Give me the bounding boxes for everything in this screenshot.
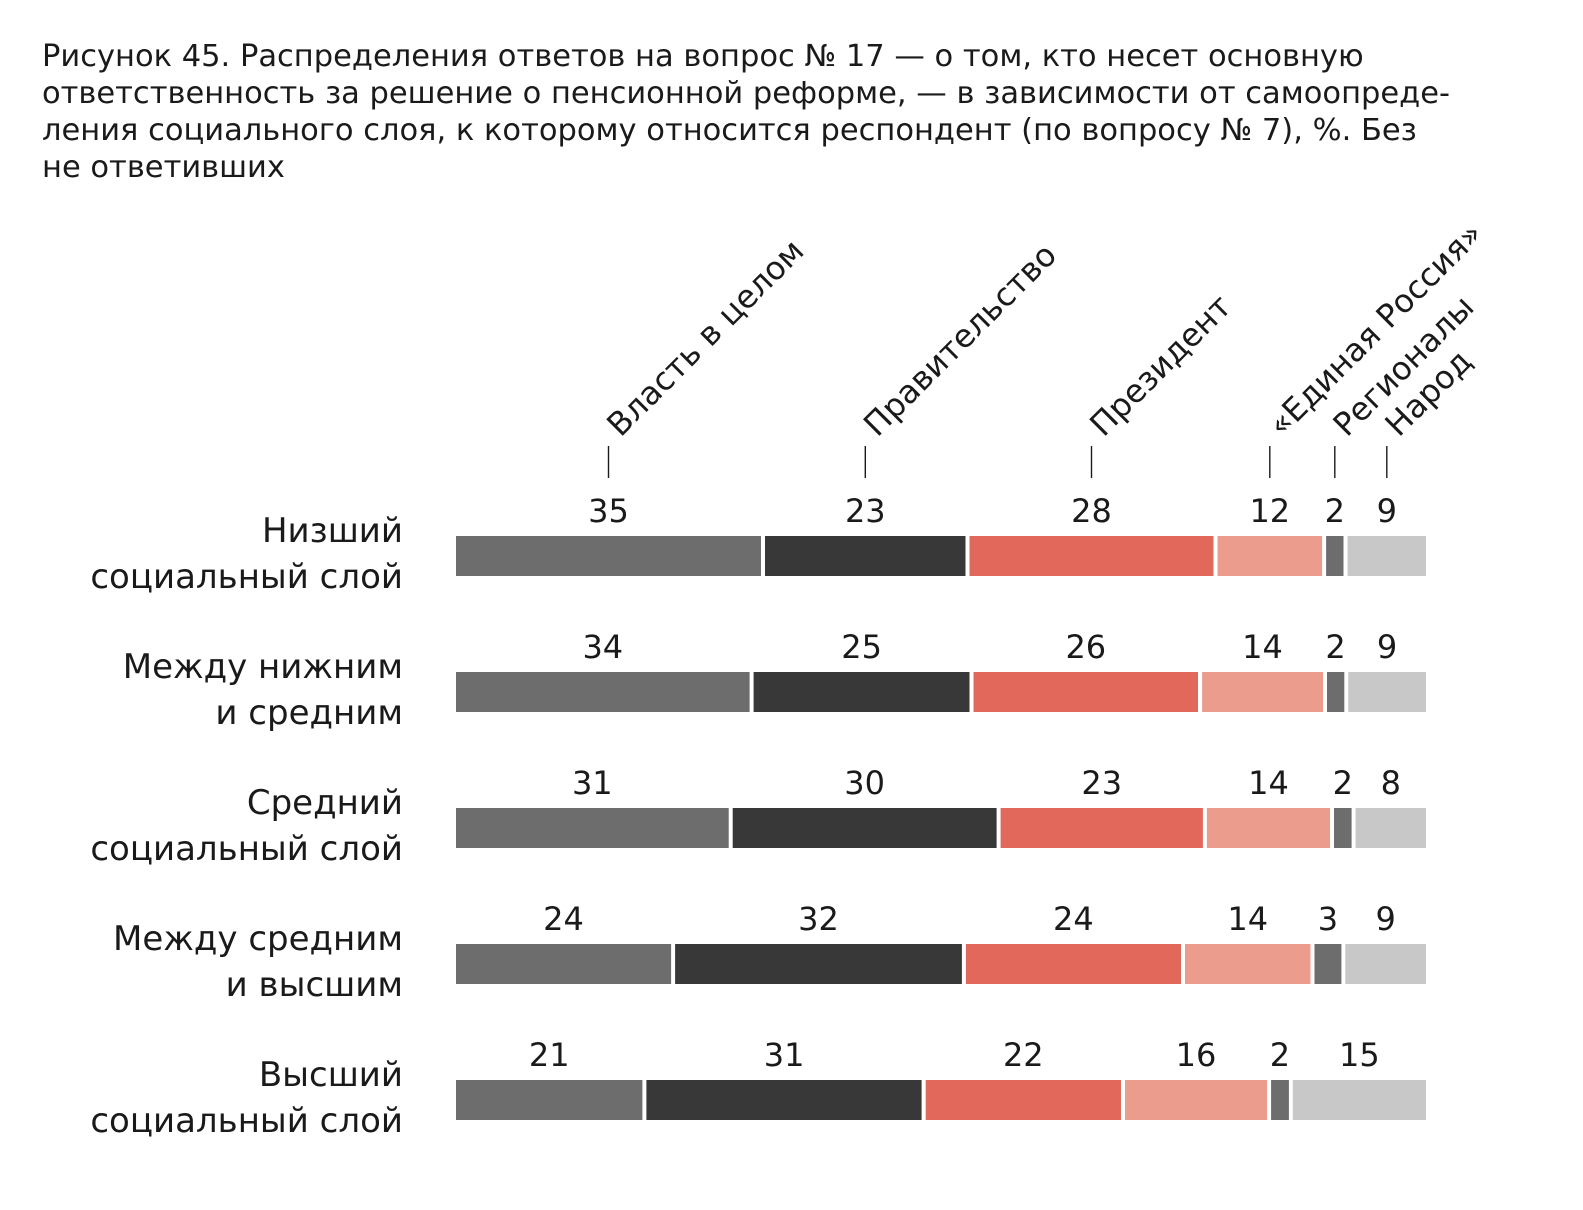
bar-segment-1-6 [1347, 536, 1426, 576]
bar-segment-5-2 [646, 1080, 922, 1120]
value-label-1-2: 23 [845, 492, 886, 530]
bar-segment-1-5 [1326, 536, 1344, 576]
category-label-1-line-2: социальный слой [90, 557, 403, 597]
value-label-3-2: 30 [844, 764, 885, 802]
bar-segment-4-5 [1314, 944, 1342, 984]
value-label-3-5: 2 [1333, 764, 1353, 802]
bar-segment-5-1 [456, 1080, 643, 1120]
value-label-3-3: 23 [1081, 764, 1122, 802]
bar-segment-4-1 [456, 944, 672, 984]
value-label-2-5: 2 [1325, 628, 1345, 666]
category-label-5-line-1: Высший [259, 1055, 403, 1095]
category-label-2-line-1: Между нижним [123, 647, 403, 687]
value-label-1-5: 2 [1325, 492, 1345, 530]
legend-label-1: Власть в целом [599, 232, 811, 444]
value-label-4-2: 32 [798, 900, 839, 938]
value-label-5-6: 15 [1339, 1036, 1380, 1074]
title-line-3: ления социального слоя, к которому относ… [42, 113, 1417, 148]
bar-segment-3-3 [1000, 808, 1203, 848]
value-label-4-5: 3 [1318, 900, 1338, 938]
value-label-3-4: 14 [1248, 764, 1289, 802]
category-label-2-line-2: и средним [215, 693, 403, 733]
bar-segment-4-3 [965, 944, 1181, 984]
bar-segment-5-3 [925, 1080, 1121, 1120]
bar-segment-3-5 [1334, 808, 1352, 848]
bar-segment-2-1 [456, 672, 750, 712]
value-label-4-4: 14 [1227, 900, 1268, 938]
value-label-4-1: 24 [543, 900, 584, 938]
value-label-1-6: 9 [1377, 492, 1397, 530]
value-label-3-6: 8 [1381, 764, 1401, 802]
bar-segment-5-6 [1292, 1080, 1426, 1120]
value-label-3-1: 31 [572, 764, 613, 802]
value-label-5-4: 16 [1176, 1036, 1217, 1074]
value-label-2-4: 14 [1242, 628, 1283, 666]
category-label-4-line-2: и высшим [226, 965, 403, 1005]
value-label-1-4: 12 [1249, 492, 1290, 530]
bar-segment-3-1 [456, 808, 729, 848]
value-label-5-5: 2 [1270, 1036, 1290, 1074]
title-line-1: Рисунок 45. Распределения ответов на воп… [42, 39, 1364, 74]
value-label-4-6: 9 [1376, 900, 1396, 938]
legend-label-2: Правительство [856, 236, 1064, 444]
bar-segment-4-4 [1185, 944, 1311, 984]
category-label-1-line-1: Низший [262, 511, 403, 551]
bar-segment-3-6 [1355, 808, 1426, 848]
chart-title: Рисунок 45. Распределения ответов на воп… [42, 38, 1542, 186]
value-label-2-1: 34 [582, 628, 623, 666]
bar-segment-3-2 [732, 808, 997, 848]
bar-segment-1-4 [1217, 536, 1323, 576]
category-label-4-line-1: Между средним [113, 919, 403, 959]
bar-segment-5-4 [1125, 1080, 1268, 1120]
bar-segment-5-5 [1271, 1080, 1289, 1120]
title-line-4: не ответивших [42, 150, 285, 185]
bar-segment-2-4 [1202, 672, 1323, 712]
bar-segment-1-2 [765, 536, 966, 576]
bar-segment-2-6 [1348, 672, 1426, 712]
bar-segment-4-2 [675, 944, 962, 984]
bar-segment-4-6 [1345, 944, 1426, 984]
category-label-3-line-2: социальный слой [90, 829, 403, 869]
bar-segment-2-3 [973, 672, 1198, 712]
value-label-1-1: 35 [588, 492, 629, 530]
value-label-2-2: 25 [841, 628, 882, 666]
value-label-2-3: 26 [1065, 628, 1106, 666]
legend-label-3: Президент [1082, 287, 1238, 443]
category-label-3-line-1: Средний [247, 783, 403, 823]
value-label-5-1: 21 [529, 1036, 570, 1074]
value-label-2-6: 9 [1377, 628, 1397, 666]
bar-segment-2-2 [753, 672, 970, 712]
value-label-5-2: 31 [764, 1036, 805, 1074]
title-line-2: ответственность за решение о пенсионной … [42, 76, 1451, 111]
value-label-5-3: 22 [1003, 1036, 1044, 1074]
category-label-5-line-2: социальный слой [90, 1101, 403, 1141]
bar-segment-3-4 [1206, 808, 1330, 848]
bar-segment-1-3 [969, 536, 1214, 576]
value-label-1-3: 28 [1071, 492, 1112, 530]
bar-segment-2-5 [1327, 672, 1345, 712]
value-label-4-3: 24 [1053, 900, 1094, 938]
bar-segment-1-1 [456, 536, 761, 576]
